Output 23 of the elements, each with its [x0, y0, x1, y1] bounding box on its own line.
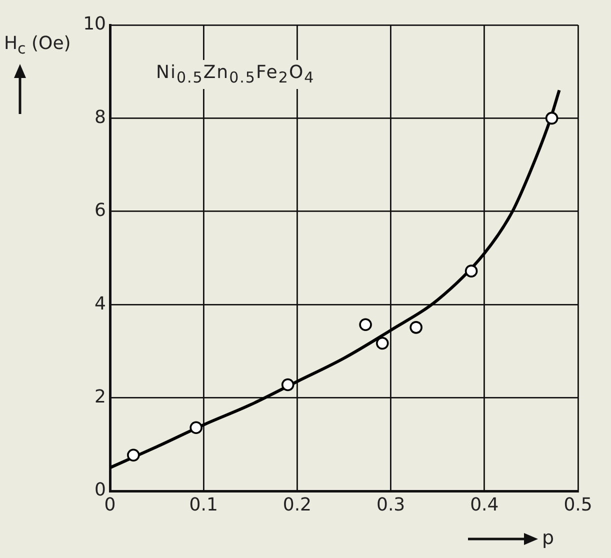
- y-tick-label: 2: [94, 386, 106, 408]
- point: [127, 448, 140, 462]
- point: [281, 378, 294, 392]
- y-axis-title: H$_{c}$ (Oe): [4, 33, 71, 58]
- y-tick-label: 8: [94, 106, 106, 128]
- x-tick-label: 0.2: [282, 494, 312, 516]
- point: [410, 321, 422, 334]
- x-tick-label: 0.4: [470, 494, 499, 516]
- x-tick-label: 0.3: [376, 494, 406, 516]
- y-tick-label: 6: [94, 200, 106, 222]
- line-series: [110, 88, 561, 470]
- y-tick-label: 10: [83, 14, 106, 35]
- y-tick-label: 4: [94, 293, 106, 314]
- point: [545, 112, 558, 125]
- x-tick-label: 0.5: [564, 494, 592, 516]
- point: [376, 336, 389, 350]
- point: [190, 421, 203, 434]
- x-tick-label: 0.1: [189, 494, 218, 516]
- point: [464, 264, 478, 278]
- y-tick-label: 0: [94, 480, 106, 501]
- point: [359, 318, 372, 332]
- annotation: Ni$_{0.5}$Zn$_{0.5}$Fe$_{2}$O$_{4}$: [152, 60, 319, 89]
- x-axis-title: p: [542, 527, 554, 549]
